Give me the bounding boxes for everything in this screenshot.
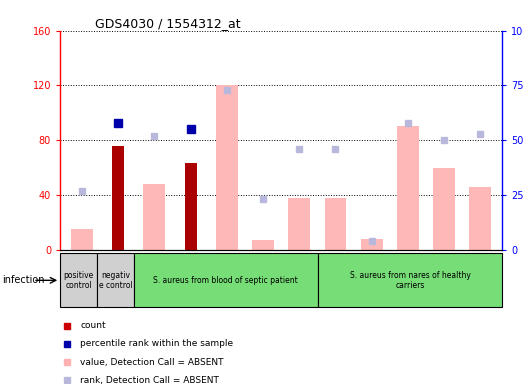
Bar xyxy=(325,198,346,250)
Bar xyxy=(71,229,93,250)
Text: S. aureus from blood of septic patient: S. aureus from blood of septic patient xyxy=(153,276,298,285)
Bar xyxy=(318,253,502,307)
Text: infection: infection xyxy=(3,275,45,285)
Bar xyxy=(470,187,491,250)
Bar xyxy=(134,253,318,307)
Text: value, Detection Call = ABSENT: value, Detection Call = ABSENT xyxy=(80,358,223,367)
Bar xyxy=(112,146,124,250)
Text: negativ
e control: negativ e control xyxy=(98,271,132,290)
Bar xyxy=(60,253,97,307)
Bar xyxy=(143,184,165,250)
Bar xyxy=(97,253,134,307)
Text: S. aureus from nares of healthy
carriers: S. aureus from nares of healthy carriers xyxy=(349,271,471,290)
Text: rank, Detection Call = ABSENT: rank, Detection Call = ABSENT xyxy=(80,376,219,384)
Text: GDS4030 / 1554312_at: GDS4030 / 1554312_at xyxy=(96,17,241,30)
Bar xyxy=(433,167,455,250)
Text: count: count xyxy=(80,321,106,330)
Bar xyxy=(252,240,274,250)
Bar xyxy=(397,126,419,250)
Bar xyxy=(288,198,310,250)
Text: positive
control: positive control xyxy=(63,271,94,290)
Text: percentile rank within the sample: percentile rank within the sample xyxy=(80,339,233,348)
Bar xyxy=(185,164,197,250)
Bar xyxy=(361,239,382,250)
Bar xyxy=(216,86,237,250)
